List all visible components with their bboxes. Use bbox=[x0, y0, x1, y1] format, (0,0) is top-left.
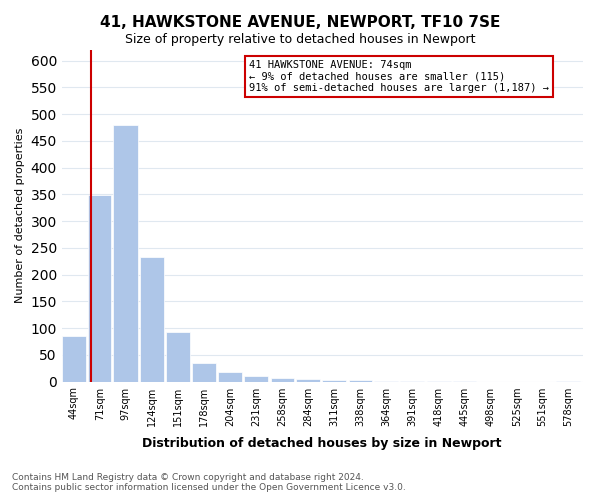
Bar bbox=[453, 381, 476, 382]
Text: Size of property relative to detached houses in Newport: Size of property relative to detached ho… bbox=[125, 32, 475, 46]
Bar bbox=[218, 372, 242, 382]
Bar bbox=[556, 381, 580, 382]
Bar bbox=[88, 196, 112, 382]
Bar bbox=[244, 376, 268, 382]
Bar bbox=[62, 336, 86, 382]
Bar bbox=[322, 380, 346, 382]
X-axis label: Distribution of detached houses by size in Newport: Distribution of detached houses by size … bbox=[142, 437, 502, 450]
Bar bbox=[296, 380, 320, 382]
Text: Contains HM Land Registry data © Crown copyright and database right 2024.
Contai: Contains HM Land Registry data © Crown c… bbox=[12, 473, 406, 492]
Bar bbox=[427, 381, 451, 382]
Bar bbox=[113, 125, 138, 382]
Bar bbox=[140, 258, 164, 382]
Bar bbox=[349, 380, 372, 382]
Y-axis label: Number of detached properties: Number of detached properties bbox=[15, 128, 25, 304]
Bar bbox=[271, 378, 294, 382]
Text: 41, HAWKSTONE AVENUE, NEWPORT, TF10 7SE: 41, HAWKSTONE AVENUE, NEWPORT, TF10 7SE bbox=[100, 15, 500, 30]
Text: 41 HAWKSTONE AVENUE: 74sqm
← 9% of detached houses are smaller (115)
91% of semi: 41 HAWKSTONE AVENUE: 74sqm ← 9% of detac… bbox=[249, 60, 549, 93]
Bar bbox=[400, 381, 424, 382]
Bar bbox=[193, 363, 216, 382]
Bar bbox=[166, 332, 190, 382]
Bar bbox=[374, 381, 398, 382]
